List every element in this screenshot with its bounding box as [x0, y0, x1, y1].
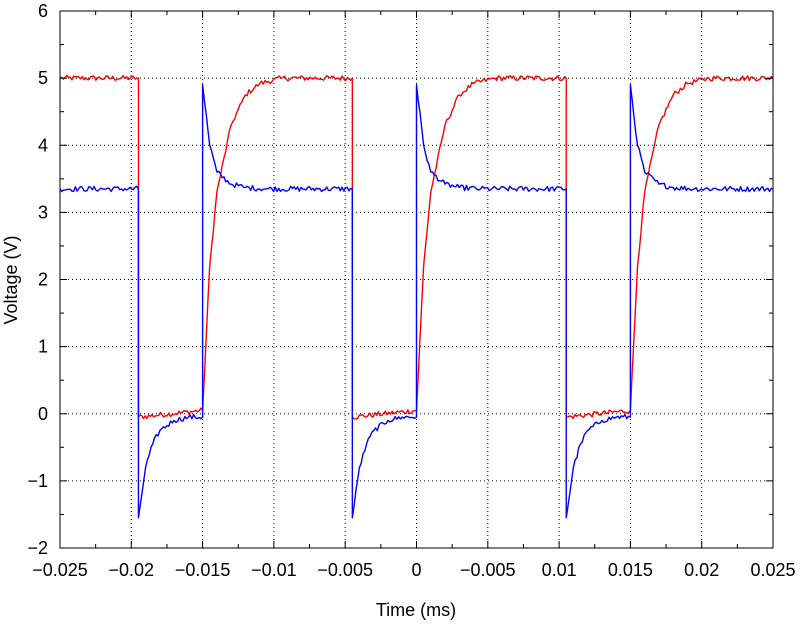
- x-tick-label: −0.025: [32, 560, 88, 580]
- x-tick-label: 0.01: [542, 560, 577, 580]
- y-axis-label: Voltage (V): [1, 235, 21, 324]
- y-tick-label: 6: [38, 1, 48, 21]
- y-tick-label: 2: [38, 270, 48, 290]
- x-tick-label: 0.015: [608, 560, 653, 580]
- y-tick-label: 4: [38, 135, 48, 155]
- x-tick-label: −0.02: [109, 560, 155, 580]
- y-tick-label: −2: [27, 538, 48, 558]
- series-layer: [59, 74, 774, 519]
- x-axis-label: Time (ms): [376, 600, 456, 620]
- x-tick-label: −0.015: [175, 560, 231, 580]
- y-tick-label: 3: [38, 202, 48, 222]
- y-tick-label: 1: [38, 337, 48, 357]
- series-0-line: [59, 74, 774, 420]
- x-tick-label: 0.025: [750, 560, 795, 580]
- series-1-line: [59, 84, 774, 519]
- y-tick-label: −1: [27, 471, 48, 491]
- x-tick-label: −0.01: [251, 560, 297, 580]
- x-tick-label: 0.02: [684, 560, 719, 580]
- y-tick-label: 0: [38, 404, 48, 424]
- y-tick-label: 5: [38, 68, 48, 88]
- x-tick-label: −0.005: [460, 560, 516, 580]
- x-tick-label: 0: [411, 560, 421, 580]
- x-tick-label: −0.005: [317, 560, 373, 580]
- tick-layer: −0.025 −0.02 −0.015 −0.01 −0.005 0 −0.005 0.01 0…: [27, 1, 795, 580]
